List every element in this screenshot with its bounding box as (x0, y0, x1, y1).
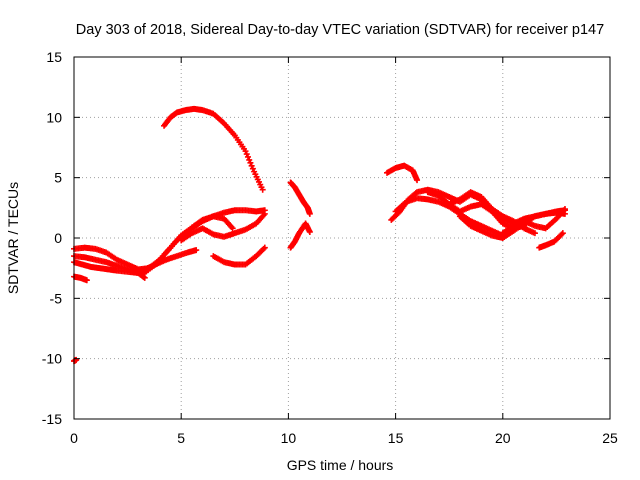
x-tick-label: 25 (602, 430, 618, 446)
data-point-arc-6h-low (261, 244, 268, 251)
series-arc-late-low (536, 230, 566, 251)
series-arc-10h (287, 179, 313, 217)
series-arc-pm-6 (446, 189, 538, 237)
data-point-arc-early-short (83, 277, 90, 284)
data-point-arc-mid-low (193, 247, 200, 254)
x-tick-label: 15 (388, 430, 404, 446)
x-tick-label: 10 (281, 430, 297, 446)
data-point-arc-high (244, 153, 251, 160)
data-point-arc-10h-low (306, 228, 313, 235)
chart-title: Day 303 of 2018, Sidereal Day-to-day VTE… (76, 22, 604, 38)
data-series (71, 105, 568, 365)
series-arc-10h-low (287, 220, 313, 251)
data-point-arc-high (243, 151, 250, 158)
data-point-arc-high (249, 165, 256, 172)
grid-lines (74, 57, 610, 419)
data-point-arc-pm-6 (531, 230, 538, 237)
data-point-arc-rise-3 (261, 210, 268, 217)
data-point-arc-high (246, 156, 253, 163)
data-point-arc-high (259, 186, 266, 193)
series-arc-pm-5 (499, 206, 568, 237)
y-tick-label: -10 (42, 351, 62, 367)
data-point-arc-15h (414, 177, 421, 184)
data-point-arc-pm-5 (561, 206, 568, 213)
y-tick-label: 0 (54, 230, 62, 246)
y-tick-label: 5 (54, 170, 62, 186)
x-tick-label: 5 (177, 430, 185, 446)
series-arc-mid-low (131, 247, 200, 275)
x-tick-label: 0 (70, 430, 78, 446)
data-point-arc-high (247, 159, 254, 166)
series-outlier-start (71, 356, 80, 365)
x-axis-label: GPS time / hours (287, 457, 394, 473)
y-tick-label: 15 (46, 49, 62, 65)
data-point-arc-rise-2 (229, 225, 236, 232)
y-tick-label: -15 (42, 411, 62, 427)
axis-ticks: 0 5 10 15 20 25 -15 -10 -5 0 5 10 15 (42, 49, 618, 446)
data-point-arc-late-low (559, 230, 566, 237)
data-point-arc-10h (306, 210, 313, 217)
series-arc-6h-low (210, 244, 268, 268)
data-point-arc-high (248, 162, 255, 169)
series-arc-early-short (71, 273, 90, 284)
x-tick-label: 20 (495, 430, 511, 446)
y-tick-label: -5 (50, 290, 63, 306)
y-axis-label: SDTVAR / TECUs (5, 182, 21, 294)
series-arc-high (161, 105, 266, 193)
series-arc-15h (384, 162, 421, 184)
series-arc-rise-3 (178, 210, 268, 244)
y-tick-label: 10 (46, 109, 62, 125)
